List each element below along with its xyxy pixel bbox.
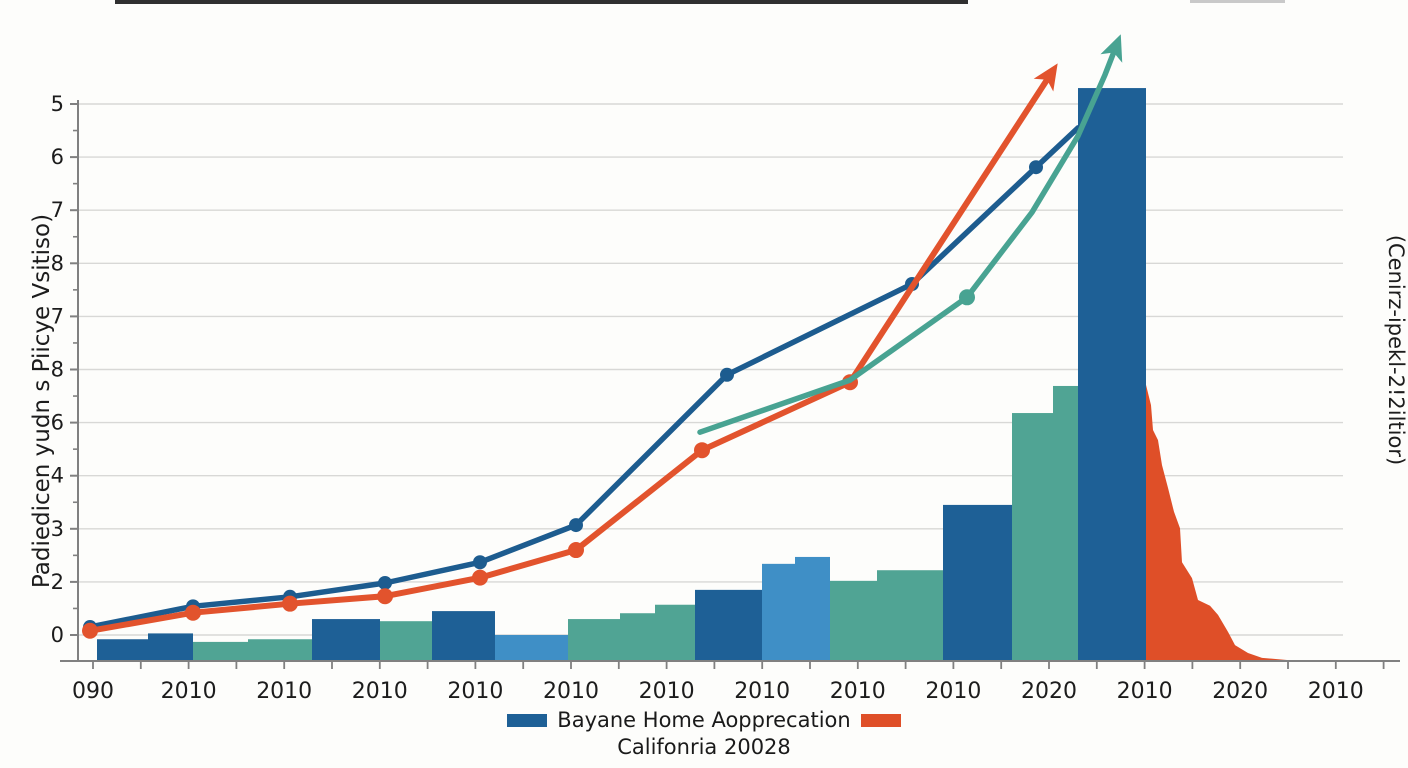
bar [97,639,148,661]
x-tick-label: 090 [72,679,114,704]
y-tick-label: 6 [51,145,64,169]
bar [193,641,248,661]
x-tick-label: 2010 [447,679,503,704]
x-tick-label: 2010 [352,679,408,704]
x-tick-label: 2010 [734,679,790,704]
teal-line [697,34,1123,435]
orange-line-marker [282,595,298,612]
bar [620,613,655,661]
blue-line-marker [1029,160,1043,175]
x-tick-label: 2020 [1212,679,1268,704]
blue-line-marker [378,575,392,590]
y-tick-label: 8 [51,251,64,275]
orange-line-marker [82,622,98,639]
bar [655,604,695,661]
bar [1053,385,1078,661]
x-tick-label: 2010 [925,679,981,704]
bar [312,619,380,661]
y-tick-label: 3 [51,517,64,541]
x-tick-label: 2010 [639,679,695,704]
cropped-title-strip [115,0,968,4]
legend: Bayane Home Aopprecation Califonria 2002… [0,708,1408,759]
bar [943,504,1012,661]
blue-line [87,125,1081,630]
orange-area [1146,384,1287,661]
y-tick-label: 2 [51,570,64,594]
y-tick-label: 5 [51,92,64,116]
cropped-title-strip [1190,0,1285,3]
bar [830,580,877,661]
x-tick-label: 2010 [1117,679,1173,704]
bar [248,639,312,661]
legend-swatch-orange [860,713,901,727]
bar [877,570,943,661]
bar [695,589,762,661]
x-tick-label: 2010 [1308,679,1364,704]
orange-line-marker [472,569,488,586]
bar [1012,413,1053,661]
y-tick-label: 8 [51,358,64,382]
bar [568,619,620,661]
orange-line-marker [568,542,584,559]
x-tick-label: 2010 [543,679,599,704]
x-tick-label: 2010 [830,679,886,704]
y-tick-label: 7 [51,198,64,222]
legend-swatch-blue [507,713,548,727]
x-tick-label: 2010 [256,679,312,704]
orange-line-marker [185,604,201,621]
bar [762,563,795,661]
teal-line-marker [959,289,975,306]
x-tick-label: 2020 [1021,679,1077,704]
y-tick-label: 0 [51,623,64,647]
blue-line-marker [720,367,734,382]
bar [432,611,495,661]
blue-line-marker [569,518,583,533]
legend-subtitle: Califonria 20028 [617,735,791,759]
bar [148,633,193,661]
y-axis-label: Padiedicen yudn s Piicye Vsitiso) [29,213,55,589]
bar [495,635,568,661]
blue-line-marker [473,555,487,570]
right-axis-label: (Cenirz-ipekl-2!2iltior) [1384,234,1408,466]
x-tick-label: 2010 [161,679,217,704]
bar [1078,88,1146,661]
orange-line-marker [377,588,393,605]
bar [380,621,432,661]
orange-line-marker [694,442,710,459]
y-tick-label: 4 [51,464,64,488]
bar [795,556,830,661]
legend-label: Bayane Home Aopprecation [557,708,851,732]
y-tick-label: 6 [51,411,64,435]
y-tick-label: 7 [51,304,64,328]
